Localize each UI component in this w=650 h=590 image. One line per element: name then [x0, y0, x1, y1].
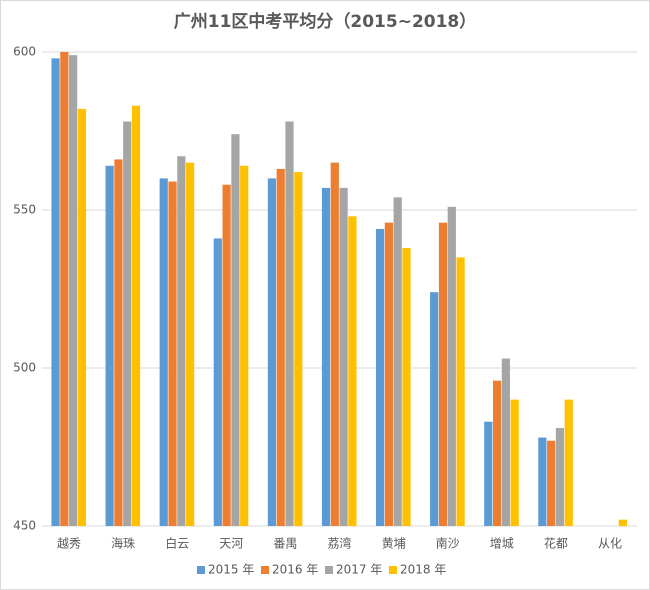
x-tick-label: 白云: [165, 536, 189, 551]
bar: [213, 238, 222, 526]
bar: [564, 399, 573, 526]
bar: [177, 156, 186, 526]
bar: [501, 358, 510, 526]
legend-swatch: [325, 566, 333, 574]
x-tick-label: 南沙: [436, 536, 460, 551]
x-tick-label: 海珠: [111, 536, 135, 551]
bar: [294, 172, 303, 526]
x-tick-label: 增城: [490, 537, 514, 551]
y-tick-label: 550: [13, 203, 36, 217]
bar: [276, 168, 285, 527]
bar: [60, 52, 69, 526]
x-tick-label: 越秀: [57, 537, 81, 551]
bar: [447, 206, 456, 526]
x-tick-label: 天河: [219, 537, 243, 551]
bar: [222, 184, 231, 526]
legend-swatch: [197, 566, 205, 574]
x-tick-label: 番禺: [273, 537, 297, 551]
bar: [456, 257, 465, 526]
bar: [267, 178, 277, 526]
bar: [131, 105, 141, 526]
bar: [555, 428, 565, 526]
legend-swatch: [261, 566, 269, 574]
bar: [159, 178, 168, 526]
bar: [510, 399, 519, 526]
bar: [105, 165, 114, 526]
bar: [438, 222, 448, 526]
bar: [69, 55, 78, 526]
bar: [321, 187, 331, 526]
bar: [330, 162, 339, 526]
bar: [492, 380, 502, 526]
bar: [393, 197, 402, 527]
bar: [285, 121, 294, 527]
bar: [114, 159, 123, 526]
y-tick-label: 450: [13, 519, 36, 533]
legend-label: 2015 年: [208, 563, 254, 577]
bar: [168, 181, 177, 526]
bar: [618, 519, 627, 526]
bar: [384, 222, 393, 526]
bar: [123, 121, 132, 527]
x-tick-label: 荔湾: [327, 536, 351, 551]
bar: [430, 292, 439, 526]
bar: [348, 216, 357, 526]
y-tick-label: 600: [13, 45, 36, 59]
y-tick-label: 500: [13, 361, 36, 375]
bar: [484, 421, 493, 526]
x-tick-label: 黄埔: [382, 537, 406, 551]
bar: [339, 187, 348, 526]
legend-swatch: [389, 566, 397, 574]
legend-label: 2018 年: [400, 563, 446, 577]
x-tick-label: 从化: [598, 537, 622, 551]
bar: [77, 108, 87, 526]
bar: [240, 165, 249, 526]
chart-title: 广州11区中考平均分（2015~2018）: [174, 11, 477, 32]
bar: [402, 247, 411, 527]
bar: [547, 440, 556, 526]
bar: [51, 58, 60, 526]
bar: [538, 437, 547, 526]
legend-label: 2016 年: [272, 563, 318, 577]
bar: [186, 162, 195, 526]
x-tick-label: 花都: [544, 536, 568, 551]
bar: [231, 134, 240, 526]
legend-label: 2017 年: [336, 563, 382, 577]
bar: [375, 228, 385, 526]
